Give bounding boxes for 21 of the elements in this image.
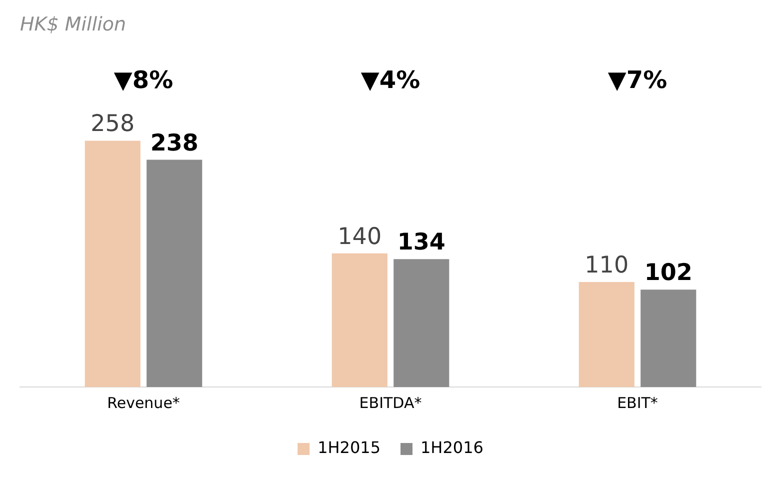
bar (332, 253, 388, 387)
bar (84, 140, 140, 387)
text: ▼4% (360, 66, 420, 94)
data-label: 134 (397, 230, 446, 256)
text: ▼8% (114, 66, 174, 94)
bar (146, 160, 202, 387)
text: ▼7% (608, 66, 668, 94)
data-label: 238 (150, 130, 198, 156)
bar (394, 259, 450, 387)
legend-label: 1H2016 (420, 438, 484, 458)
data-label: 102 (644, 260, 692, 286)
data-label: 258 (90, 111, 135, 138)
chart-title: HK$ Million (20, 13, 126, 36)
bar (578, 282, 634, 387)
x-tick-label: Revenue* (107, 394, 180, 412)
x-tick-label: EBITDA* (359, 394, 422, 412)
x-tick-label: EBIT* (617, 394, 658, 412)
data-label: 110 (584, 252, 629, 278)
legend-label: 1H2015 (318, 438, 381, 458)
data-label: 140 (338, 224, 382, 250)
bar (640, 290, 696, 387)
